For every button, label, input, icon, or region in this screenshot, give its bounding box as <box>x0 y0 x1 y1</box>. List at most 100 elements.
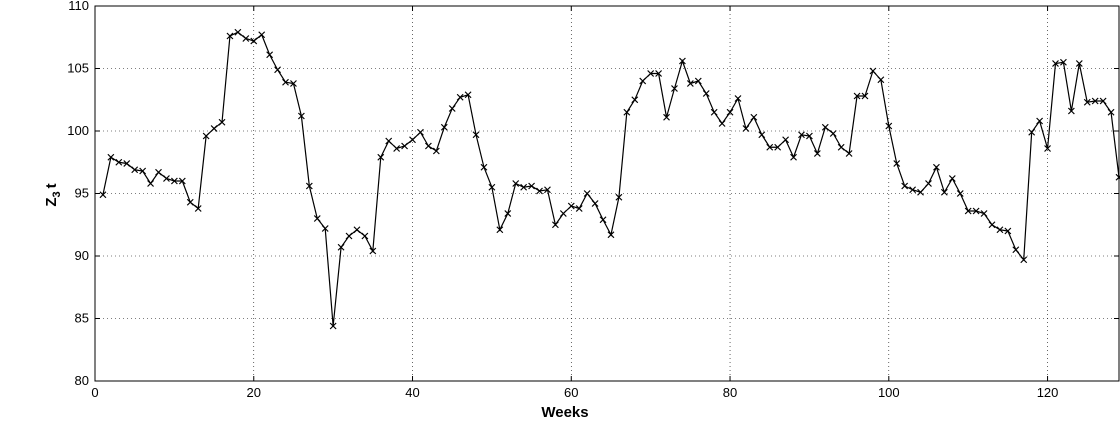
data-point <box>964 207 972 215</box>
data-point <box>1091 97 1099 105</box>
data-point <box>742 125 750 132</box>
data-point <box>210 125 218 132</box>
data-point <box>163 175 170 182</box>
data-point <box>155 168 162 176</box>
grid-lines <box>95 6 1119 381</box>
data-point <box>678 57 686 65</box>
data-point <box>972 207 980 215</box>
data-point <box>686 80 694 87</box>
data-point <box>536 187 543 195</box>
data-point <box>488 183 496 191</box>
data-point <box>504 210 512 217</box>
y-axis-label-subscript: 3 <box>51 191 63 197</box>
data-point <box>456 93 464 101</box>
data-point <box>599 216 607 224</box>
data-point <box>385 137 393 145</box>
data-point <box>194 205 202 212</box>
data-point <box>575 205 583 212</box>
data-point <box>147 180 154 187</box>
x-tick-label: 40 <box>405 385 419 400</box>
data-point <box>1067 107 1075 115</box>
data-point <box>647 70 655 77</box>
data-point <box>726 108 734 116</box>
data-point <box>893 160 901 167</box>
data-point <box>948 175 956 182</box>
data-point <box>472 131 480 139</box>
data-point <box>1004 227 1012 235</box>
data-point <box>631 96 639 104</box>
data-point <box>980 210 988 217</box>
data-point <box>782 136 790 144</box>
data-point <box>401 142 409 150</box>
data-point <box>901 182 909 190</box>
y-axis-label-main: Z <box>43 197 60 206</box>
data-point <box>480 163 488 171</box>
data-point <box>996 226 1004 234</box>
data-point <box>758 131 766 139</box>
data-point <box>409 136 416 144</box>
x-axis-label: Weeks <box>541 404 588 421</box>
data-point <box>1075 60 1083 67</box>
axis-ticks: 0 20 40 60 80 100 120 80 85 90 95 100 105 110 <box>67 0 1119 400</box>
data-point <box>853 92 861 100</box>
data-point <box>837 143 845 151</box>
data-point <box>544 186 551 194</box>
data-point <box>337 243 345 251</box>
data-point <box>551 221 559 229</box>
data-point <box>790 153 797 161</box>
data-point <box>774 143 782 151</box>
data-point <box>718 120 726 127</box>
data-point <box>591 200 599 207</box>
data-point <box>567 202 575 210</box>
data-point <box>615 193 623 201</box>
data-point <box>202 132 210 140</box>
series <box>99 28 1120 330</box>
data-point <box>663 113 670 121</box>
y-tick-label: 110 <box>68 0 89 13</box>
data-point <box>250 37 258 45</box>
data-point <box>369 247 377 255</box>
data-point <box>218 118 226 126</box>
y-tick-label: 85 <box>75 311 89 326</box>
data-point <box>305 182 313 190</box>
data-point <box>861 92 869 100</box>
data-point <box>671 85 678 92</box>
data-point <box>321 225 329 232</box>
data-point <box>512 180 520 187</box>
data-point <box>345 232 353 240</box>
data-point <box>734 95 742 102</box>
data-point <box>694 77 702 85</box>
data-point <box>361 232 369 240</box>
x-tick-label: 0 <box>91 385 98 400</box>
x-tick-label: 100 <box>878 385 900 400</box>
data-point <box>313 215 321 222</box>
data-point <box>274 66 281 74</box>
data-point <box>869 67 877 75</box>
data-point <box>1060 58 1067 66</box>
data-point <box>845 150 853 157</box>
data-point <box>377 153 385 161</box>
data-point <box>258 31 266 39</box>
data-point <box>139 167 147 175</box>
data-point <box>559 210 567 217</box>
data-point <box>297 112 305 120</box>
data-point <box>1107 108 1115 116</box>
y-axis-label-suffix: t <box>43 183 60 188</box>
x-tick-label: 60 <box>564 385 578 400</box>
data-point <box>607 231 615 239</box>
data-point <box>528 182 536 190</box>
data-point <box>424 142 432 150</box>
data-point <box>1052 60 1059 67</box>
data-point <box>798 131 805 139</box>
data-point <box>1012 246 1020 254</box>
x-tick-label: 20 <box>247 385 261 400</box>
data-point <box>813 150 821 157</box>
data-point <box>956 190 964 197</box>
data-point <box>99 191 107 199</box>
data-point <box>655 70 663 77</box>
data-point <box>917 188 924 196</box>
data-point <box>186 198 194 206</box>
data-point <box>1083 98 1091 106</box>
data-point <box>909 186 917 194</box>
